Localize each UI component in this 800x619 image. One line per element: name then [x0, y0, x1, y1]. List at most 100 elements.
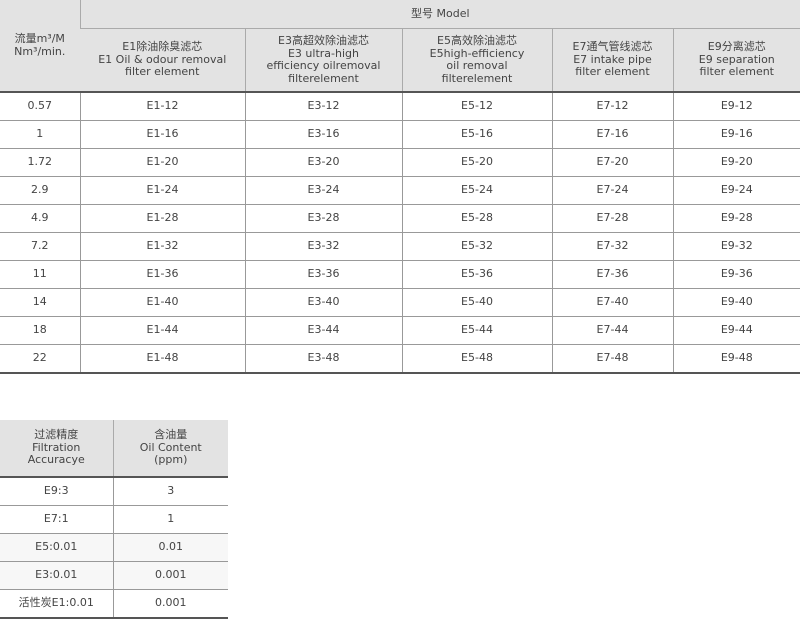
table-row: 18 E1-44 E3-44 E5-44 E7-44 E9-44	[0, 316, 800, 345]
header-line: E5high-efficiency	[429, 46, 525, 60]
table-cell: E7-28	[551, 204, 673, 233]
table-cell: E1-28	[79, 204, 245, 233]
table-cell: E9-20	[672, 148, 800, 177]
table-cell: E7-36	[551, 260, 673, 289]
table-cell: E9-28	[672, 204, 800, 233]
table-cell: 1	[112, 505, 228, 534]
table-cell: E9-44	[672, 316, 800, 345]
header-line: E3高超效除油滤芯	[278, 34, 369, 47]
table-cell: E3-40	[244, 288, 402, 317]
table-cell: E3-24	[244, 176, 402, 205]
table-row: E7:1 1	[0, 505, 228, 534]
table-cell: 0.001	[112, 589, 228, 619]
table-cell: E5-48	[401, 344, 552, 374]
column-header: E7通气管线滤芯 E7 intake pipe filter element	[551, 28, 673, 93]
column-header: E9分离滤芯 E9 separation filter element	[672, 28, 800, 93]
header-line: Filtration	[32, 440, 81, 454]
header-line: 过滤精度	[34, 428, 79, 442]
table-cell: 0.57	[0, 92, 80, 121]
table-row: 活性炭E1:0.01 0.001	[0, 589, 228, 619]
table-cell: E9-36	[672, 260, 800, 289]
table-cell: E3-12	[244, 92, 402, 121]
table-row: 14 E1-40 E3-40 E5-40 E7-40 E9-40	[0, 288, 800, 317]
header-line: 含油量	[154, 428, 188, 442]
table-cell: E7-12	[551, 92, 673, 121]
table-cell: E9-12	[672, 92, 800, 121]
table-row: 1 E1-16 E3-16 E5-16 E7-16 E9-16	[0, 120, 800, 149]
table-cell: E1-24	[79, 176, 245, 205]
table-cell: E5-24	[401, 176, 552, 205]
header-line: filter element	[125, 65, 200, 79]
filtration-accuracy-table: 过滤精度 Filtration Accuracye 含油量 Oil Content (pp…	[0, 420, 228, 619]
column-header: E5高效除油滤芯 E5high-efficiency oil removal filt…	[401, 28, 552, 93]
column-header: 过滤精度 Filtration Accuracye	[0, 420, 113, 478]
header-line: Oil Content	[139, 440, 202, 454]
table-cell: E3-48	[244, 344, 402, 374]
table-cell: E7-32	[551, 232, 673, 261]
table-cell: E1-12	[79, 92, 245, 121]
table-cell: 22	[0, 344, 80, 374]
table-cell: E7:1	[0, 505, 113, 534]
header-line: oil removal	[446, 59, 508, 72]
table-cell: E3:0.01	[0, 561, 113, 590]
header-line: (ppm)	[154, 453, 188, 467]
table-row: 11 E1-36 E3-36 E5-36 E7-36 E9-36	[0, 260, 800, 289]
table-cell: E5-40	[401, 288, 552, 317]
header-line: filter element	[575, 65, 650, 79]
table-row: 1.72 E1-20 E3-20 E5-20 E7-20 E9-20	[0, 148, 800, 177]
table-cell: E7-24	[551, 176, 673, 205]
table-cell: E5-32	[401, 232, 552, 261]
table-cell: 3	[112, 477, 228, 506]
table-cell: 0.001	[112, 561, 228, 590]
header-line: E7通气管线滤芯	[572, 40, 653, 54]
table-row: 4.9 E1-28 E3-28 E5-28 E7-28 E9-28	[0, 204, 800, 233]
table-cell: E9-24	[672, 176, 800, 205]
header-line: E9 separation	[698, 52, 775, 66]
table-cell: E3-16	[244, 120, 402, 149]
header-line: E9分离滤芯	[707, 40, 766, 54]
model-header: 型号 Model	[79, 0, 800, 29]
column-header: E1除油除臭滤芯 E1 Oil & odour removal filter ele…	[80, 28, 245, 93]
table-cell: E3-36	[244, 260, 402, 289]
header-line: efficiency oilremoval	[266, 59, 381, 72]
table-cell: 活性炭E1:0.01	[0, 589, 113, 619]
table-cell: 0.01	[112, 533, 228, 562]
table-row: 7.2 E1-32 E3-32 E5-32 E7-32 E9-32	[0, 232, 800, 261]
flow-header-line: 流量m³/M	[14, 32, 65, 45]
table-cell: E5-16	[401, 120, 552, 149]
table-cell: E1-16	[79, 120, 245, 149]
table-cell: 1	[0, 120, 80, 149]
table-row: 22 E1-48 E3-48 E5-48 E7-48 E9-48	[0, 344, 800, 374]
header-line: filterelement	[441, 71, 513, 85]
table-cell: E5-44	[401, 316, 552, 345]
flow-header-line: Nm³/min.	[14, 44, 66, 58]
table-row: 2.9 E1-24 E3-24 E5-24 E7-24 E9-24	[0, 176, 800, 205]
table-cell: E7-20	[551, 148, 673, 177]
table-cell: 2.9	[0, 176, 80, 205]
table-cell: 18	[0, 316, 80, 345]
table-cell: 14	[0, 288, 80, 317]
column-header: 含油量 Oil Content (ppm)	[112, 420, 228, 478]
table-row: E3:0.01 0.001	[0, 561, 228, 590]
table-cell: E3-20	[244, 148, 402, 177]
table-cell: E1-36	[79, 260, 245, 289]
table-cell: E9:3	[0, 477, 113, 506]
table-cell: E3-44	[244, 316, 402, 345]
table-cell: E1-32	[79, 232, 245, 261]
flow-header: 流量m³/M Nm³/min.	[0, 0, 80, 93]
table-row: E5:0.01 0.01	[0, 533, 228, 562]
table-cell: E3-28	[244, 204, 402, 233]
table-cell: E9-48	[672, 344, 800, 374]
column-header: E3高超效除油滤芯 E3 ultra-high efficiency oilremo…	[244, 28, 402, 93]
table-cell: E9-40	[672, 288, 800, 317]
header-line: Accuracye	[27, 453, 85, 467]
table-cell: E9-32	[672, 232, 800, 261]
table-cell: E5-36	[401, 260, 552, 289]
table-cell: E5-28	[401, 204, 552, 233]
header-line: filterelement	[288, 71, 359, 85]
table-cell: E7-44	[551, 316, 673, 345]
table-cell: E3-32	[244, 232, 402, 261]
table-cell: 4.9	[0, 204, 80, 233]
table-cell: E5-20	[401, 148, 552, 177]
header-line: E3 ultra-high	[287, 46, 359, 60]
